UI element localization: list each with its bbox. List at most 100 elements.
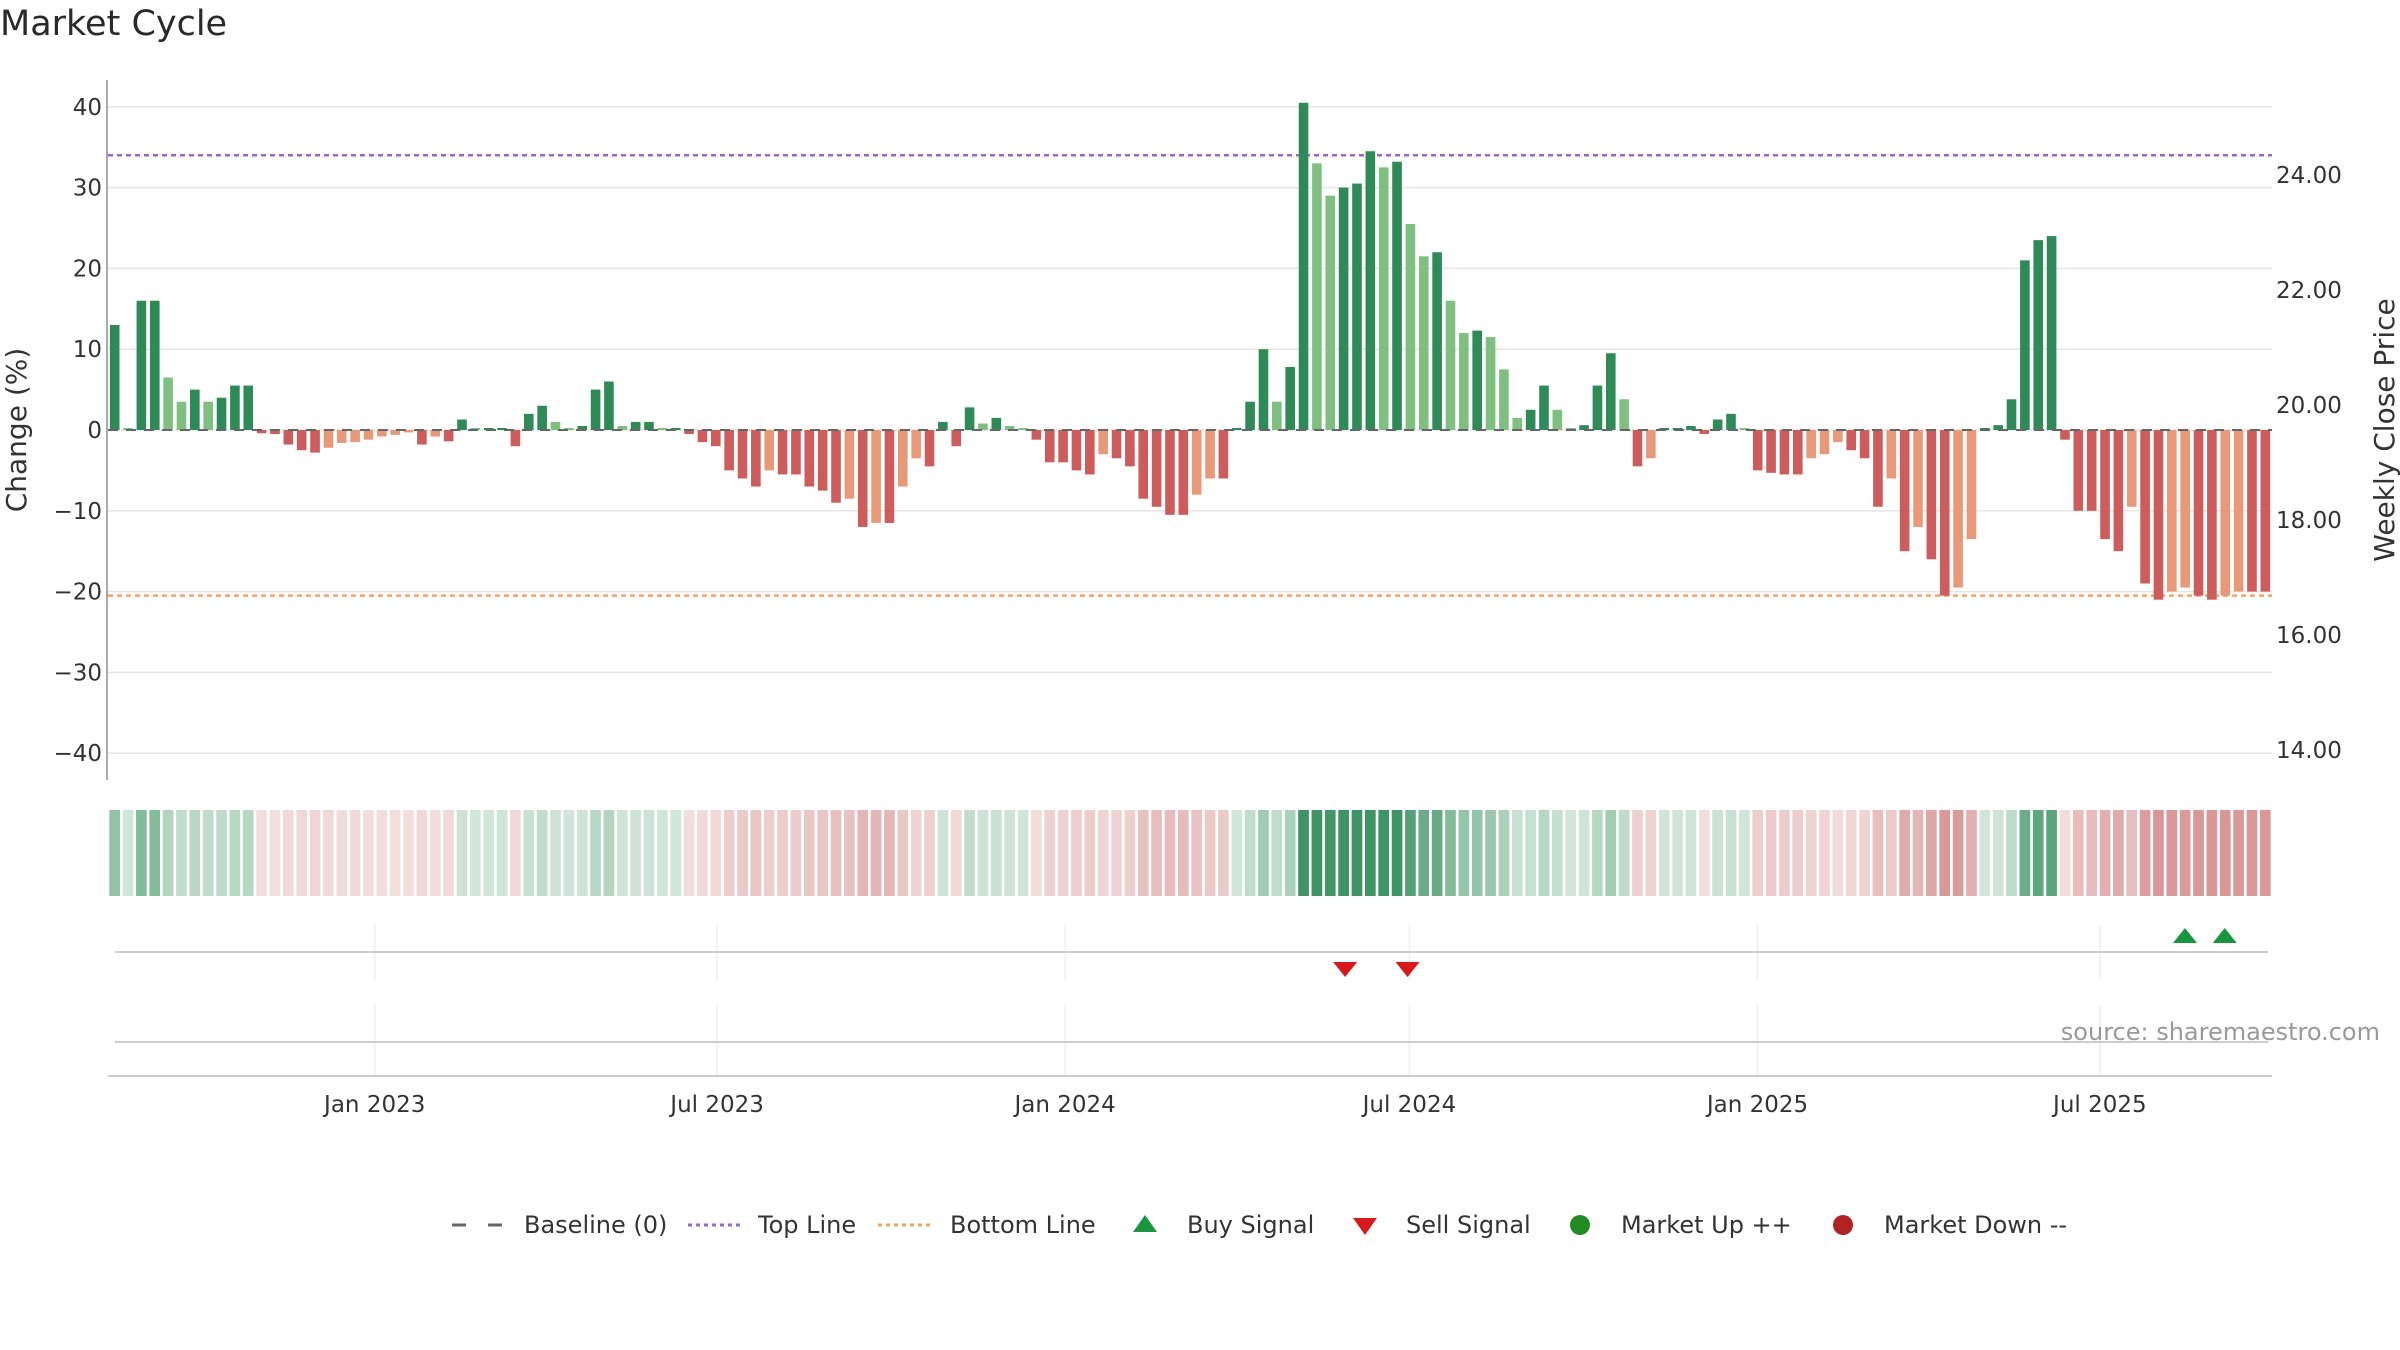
heatmap-cell — [1859, 810, 1870, 896]
heatmap-cell — [296, 810, 308, 896]
heatmap-cell — [750, 810, 762, 896]
change-bar — [804, 430, 815, 487]
change-bar — [1926, 430, 1937, 560]
legend-label: Baseline (0) — [524, 1211, 667, 1239]
heatmap-cell — [2086, 810, 2098, 896]
change-bar — [1899, 430, 1910, 552]
heatmap-cell — [964, 810, 975, 896]
change-bar — [684, 430, 694, 435]
change-bar — [230, 385, 240, 430]
change-bar — [363, 430, 374, 440]
change-bar — [510, 430, 521, 447]
heatmap-cell — [1324, 810, 1336, 896]
y2-axis-label: Weekly Close Price — [2368, 298, 2400, 561]
change-bar — [497, 428, 507, 430]
signal-panel — [115, 925, 2268, 980]
heatmap-cell — [1057, 810, 1069, 896]
change-bar — [1859, 430, 1870, 459]
change-bar — [831, 430, 841, 503]
heatmap-cell — [443, 810, 454, 896]
change-bar — [1485, 337, 1496, 430]
change-bar — [1445, 300, 1456, 430]
change-bar — [2020, 260, 2030, 430]
heatmap-cell — [176, 810, 187, 896]
heatmap-cell — [2219, 810, 2231, 896]
y-tick-label: 30 — [73, 176, 102, 202]
change-bar — [1592, 385, 1603, 430]
heatmap-cell — [2059, 810, 2071, 896]
change-bar — [1031, 430, 1042, 440]
change-bar — [1766, 430, 1776, 473]
heatmap-cell — [1017, 810, 1029, 896]
change-bar — [590, 389, 601, 430]
heatmap-cell — [376, 810, 388, 896]
heatmap-cell — [109, 810, 121, 896]
change-bar — [2193, 430, 2204, 596]
change-bar — [1285, 366, 1295, 430]
heatmap-cell — [349, 810, 361, 896]
triangle-up-icon — [1133, 1215, 1157, 1232]
change-bar — [1205, 430, 1215, 479]
heatmap-cell — [1511, 810, 1523, 896]
change-bar — [523, 413, 534, 430]
change-bar — [403, 430, 414, 433]
change-bar — [1579, 425, 1589, 430]
heatmap-cell — [616, 810, 628, 896]
heatmap-cell — [2139, 810, 2151, 896]
change-bar — [1044, 430, 1055, 463]
heatmap-cell — [1204, 810, 1216, 896]
change-bar — [1525, 409, 1536, 430]
change-bar — [163, 377, 173, 430]
change-bar — [2046, 236, 2057, 430]
heatmap-cell — [1271, 810, 1283, 896]
heatmap-cell — [550, 810, 561, 896]
change-bar — [1953, 430, 1963, 588]
heatmap-cell — [456, 810, 468, 896]
heatmap-cell — [1885, 810, 1897, 896]
heatmap-cell — [683, 810, 695, 896]
market-state-panel — [108, 1005, 2272, 1077]
heatmap-cell — [1832, 810, 1844, 896]
heatmap-cell — [242, 810, 254, 896]
change-bar — [697, 430, 708, 443]
legend-label: Buy Signal — [1187, 1211, 1314, 1239]
change-bar — [1913, 430, 1923, 527]
change-bar — [1939, 430, 1950, 596]
heatmap-cell — [229, 810, 241, 896]
heatmap-cell — [1111, 810, 1122, 896]
change-bar — [1632, 430, 1643, 467]
change-bar — [871, 430, 881, 523]
change-bar — [336, 430, 347, 443]
heatmap-cell — [1672, 810, 1683, 896]
change-bar — [751, 430, 761, 487]
change-bar — [149, 300, 160, 430]
x-tick-label: Jan 2024 — [1012, 1092, 1115, 1118]
y-tick-label: −10 — [53, 499, 102, 525]
heatmap-cell — [1952, 810, 1964, 896]
heatmap-cell — [2032, 810, 2044, 896]
heatmap-cell — [1351, 810, 1363, 896]
change-bar — [537, 405, 547, 430]
change-bar — [2153, 430, 2164, 600]
heatmap-cell — [1926, 810, 1937, 896]
change-bar — [1352, 183, 1362, 430]
chart-title: Market Cycle — [0, 4, 228, 44]
change-bar — [991, 417, 1002, 430]
change-bar — [1712, 419, 1723, 430]
circle-icon — [1833, 1215, 1853, 1235]
legend: Baseline (0) Top Line Bottom Line Buy Signa… — [452, 1211, 2067, 1239]
heatmap-cell — [990, 810, 1002, 896]
heatmap-cell — [897, 810, 909, 896]
heatmap-cell — [1739, 810, 1750, 896]
heatmap-cell — [1031, 810, 1042, 896]
heatmap-cell — [763, 810, 775, 896]
change-bar — [457, 419, 467, 430]
heatmap-cell — [2193, 810, 2204, 896]
change-bar — [243, 385, 254, 430]
heatmap-cell — [697, 810, 708, 896]
heatmap-cell — [844, 810, 855, 896]
change-bar — [1886, 430, 1897, 479]
change-bar — [951, 430, 962, 447]
change-bar — [604, 381, 614, 430]
legend-item: Top Line — [688, 1211, 856, 1239]
